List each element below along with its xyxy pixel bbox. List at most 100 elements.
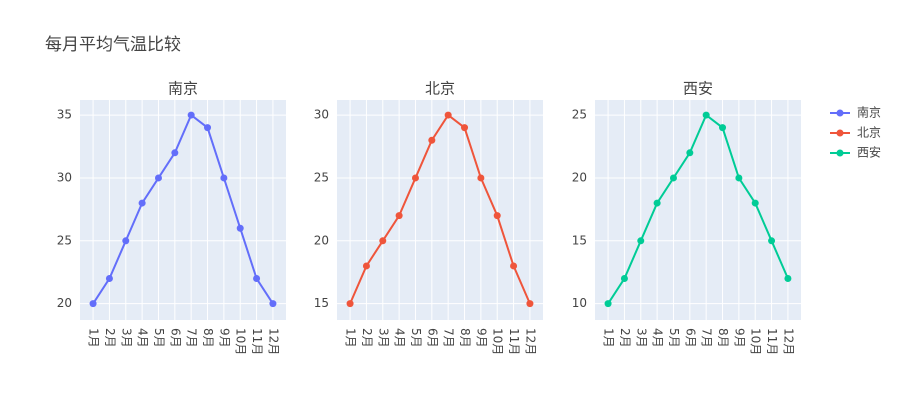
- legend-marker: [836, 149, 844, 157]
- marker: [204, 124, 212, 132]
- x-tick-label: 9月: [217, 328, 231, 348]
- marker: [604, 300, 612, 308]
- marker: [379, 237, 387, 245]
- x-tick-label: 11月: [765, 328, 779, 355]
- marker: [105, 275, 113, 283]
- legend-marker: [836, 129, 844, 137]
- x-tick-label: 5月: [667, 328, 681, 348]
- x-tick-label: 10月: [749, 328, 763, 355]
- marker: [89, 300, 97, 308]
- subplot-title: 北京: [425, 80, 455, 98]
- x-tick-label: 1月: [602, 328, 616, 348]
- marker: [526, 300, 534, 308]
- marker: [653, 199, 661, 207]
- marker: [171, 149, 179, 157]
- marker: [477, 174, 485, 182]
- plot-background: [337, 100, 543, 320]
- x-tick-label: 4月: [136, 328, 150, 348]
- marker: [411, 174, 419, 182]
- marker: [269, 300, 277, 308]
- plot-background: [595, 100, 801, 320]
- x-tick-label: 8月: [716, 328, 730, 348]
- line: [92, 113, 274, 305]
- marker: [122, 237, 130, 245]
- subplot-title: 西安: [683, 80, 713, 98]
- x-tick-label: 4月: [393, 328, 407, 348]
- y-tick-label: 30: [314, 108, 329, 122]
- legend-label: 南京: [857, 105, 881, 120]
- y-tick-label: 10: [572, 296, 587, 310]
- x-tick-label: 1月: [344, 328, 358, 348]
- marker: [187, 111, 195, 119]
- marker: [719, 124, 727, 132]
- y-tick-label: 15: [572, 233, 587, 247]
- chart-title: 每月平均气温比较: [45, 35, 181, 55]
- y-tick-label: 20: [572, 170, 587, 184]
- line: [349, 113, 531, 305]
- legend-marker: [836, 109, 844, 117]
- y-tick-label: 20: [57, 296, 72, 310]
- plot-background: [80, 100, 286, 320]
- x-tick-label: 1月: [87, 328, 101, 348]
- x-tick-label: 8月: [458, 328, 472, 348]
- x-tick-label: 3月: [634, 328, 648, 348]
- marker: [751, 199, 759, 207]
- x-tick-label: 9月: [474, 328, 488, 348]
- marker: [735, 174, 743, 182]
- marker: [138, 199, 146, 207]
- x-tick-label: 12月: [266, 328, 280, 355]
- x-tick-label: 2月: [103, 328, 117, 348]
- x-tick-label: 7月: [185, 328, 199, 348]
- marker: [768, 237, 776, 245]
- y-tick-label: 25: [314, 170, 329, 184]
- x-tick-label: 11月: [250, 328, 264, 355]
- legend-label: 北京: [857, 126, 881, 140]
- line: [607, 113, 789, 305]
- x-tick-label: 3月: [119, 328, 133, 348]
- x-tick-label: 10月: [234, 328, 248, 355]
- marker: [620, 275, 628, 283]
- x-tick-label: 6月: [683, 328, 697, 348]
- x-tick-label: 8月: [201, 328, 215, 348]
- y-tick-label: 25: [572, 108, 587, 122]
- y-tick-label: 20: [314, 233, 329, 247]
- x-tick-label: 7月: [700, 328, 714, 348]
- x-tick-label: 5月: [409, 328, 423, 348]
- marker: [493, 212, 501, 220]
- legend-label: 西安: [857, 145, 881, 160]
- y-tick-label: 25: [57, 233, 72, 247]
- x-tick-label: 12月: [781, 328, 795, 355]
- marker: [220, 174, 228, 182]
- y-tick-label: 30: [57, 170, 72, 184]
- x-tick-label: 12月: [523, 328, 537, 355]
- marker: [461, 124, 469, 132]
- subplot-title: 南京: [168, 80, 198, 98]
- marker: [346, 300, 354, 308]
- marker: [669, 174, 677, 182]
- x-tick-label: 4月: [651, 328, 665, 348]
- x-tick-label: 6月: [168, 328, 182, 348]
- x-tick-label: 5月: [152, 328, 166, 348]
- x-tick-label: 10月: [491, 328, 505, 355]
- marker: [444, 111, 452, 119]
- x-tick-label: 3月: [376, 328, 390, 348]
- x-tick-label: 6月: [425, 328, 439, 348]
- marker: [253, 275, 261, 283]
- x-tick-label: 2月: [360, 328, 374, 348]
- marker: [362, 262, 370, 270]
- marker: [395, 212, 403, 220]
- x-tick-label: 7月: [442, 328, 456, 348]
- y-tick-label: 15: [314, 296, 329, 310]
- marker: [784, 275, 792, 283]
- x-tick-label: 9月: [732, 328, 746, 348]
- marker: [637, 237, 645, 245]
- x-tick-label: 11月: [507, 328, 521, 355]
- y-tick-label: 35: [57, 108, 72, 122]
- marker: [686, 149, 694, 157]
- marker: [154, 174, 162, 182]
- marker: [236, 224, 244, 232]
- marker: [428, 136, 436, 144]
- marker: [702, 111, 710, 119]
- marker: [510, 262, 518, 270]
